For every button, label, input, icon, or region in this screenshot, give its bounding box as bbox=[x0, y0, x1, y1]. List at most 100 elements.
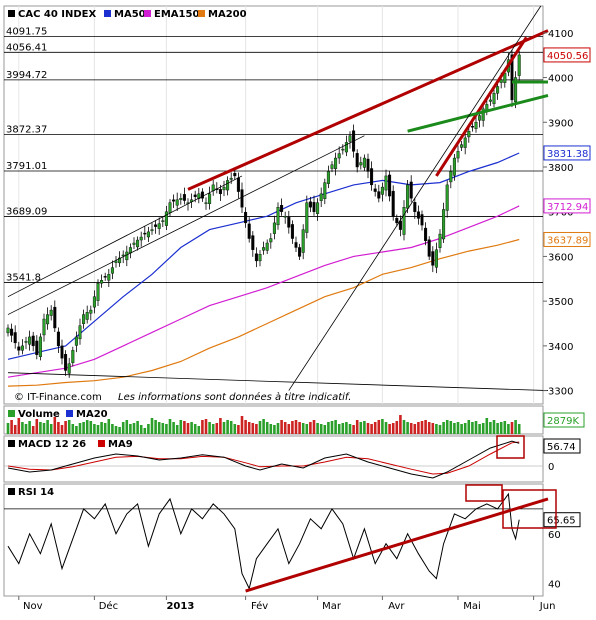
volume-bar-36 bbox=[136, 421, 139, 434]
svg-text:65.65: 65.65 bbox=[547, 516, 576, 527]
volume-bar-8 bbox=[35, 419, 39, 434]
level-label-0: 4091.75 bbox=[6, 27, 47, 38]
trendline-steep-support-red bbox=[435, 36, 528, 177]
volume-bar-23 bbox=[89, 421, 93, 434]
candle-141 bbox=[514, 71, 518, 109]
volume-bar-66 bbox=[244, 420, 247, 434]
volume-bar-138 bbox=[503, 421, 507, 434]
svg-text:3712.94: 3712.94 bbox=[547, 202, 588, 213]
volume-bar-140 bbox=[510, 422, 514, 434]
x-tick-2: 2013 bbox=[166, 601, 194, 612]
candle-42 bbox=[157, 217, 161, 235]
volume-bar-45 bbox=[168, 419, 172, 434]
volume-bar-127 bbox=[463, 423, 467, 434]
volume-bar-17 bbox=[67, 420, 71, 434]
candle-89 bbox=[326, 165, 330, 189]
volume-bar-57 bbox=[211, 424, 215, 434]
candle-85 bbox=[312, 195, 316, 216]
candle-123 bbox=[449, 165, 453, 189]
volume-bar-64 bbox=[237, 425, 240, 434]
candle-31 bbox=[118, 251, 122, 267]
candle-4 bbox=[20, 339, 24, 355]
volume-bar-89 bbox=[327, 422, 330, 434]
candle-84 bbox=[308, 196, 312, 213]
candle-120 bbox=[438, 229, 442, 253]
volume-bar-63 bbox=[233, 424, 237, 434]
volume-bar-112 bbox=[409, 423, 413, 434]
level-label-6: 3541.8 bbox=[6, 272, 41, 283]
candle-15 bbox=[60, 339, 64, 365]
x-tick-3: Fév bbox=[251, 600, 268, 612]
candle-63 bbox=[233, 169, 237, 180]
candle-37 bbox=[139, 231, 143, 247]
candle-113 bbox=[413, 197, 417, 219]
volume-bar-90 bbox=[330, 421, 334, 434]
trendline-upper-channel-red bbox=[187, 29, 549, 191]
volume-bar-61 bbox=[226, 420, 229, 434]
candle-44 bbox=[164, 205, 168, 231]
candle-74 bbox=[272, 215, 276, 240]
volume-bar-24 bbox=[93, 424, 96, 434]
candle-38 bbox=[143, 225, 147, 240]
candle-130 bbox=[474, 115, 478, 133]
trendline-support-green bbox=[407, 93, 549, 133]
candle-56 bbox=[208, 186, 212, 210]
ma50-line bbox=[7, 152, 520, 360]
candle-125 bbox=[456, 145, 460, 163]
volume-bar-5 bbox=[24, 424, 28, 434]
volume-bar-49 bbox=[183, 421, 186, 434]
volume-bar-113 bbox=[413, 424, 417, 434]
volume-bar-28 bbox=[107, 419, 111, 434]
volume-bar-78 bbox=[287, 424, 291, 434]
candle-43 bbox=[161, 216, 165, 228]
volume-bar-39 bbox=[147, 424, 150, 434]
candle-39 bbox=[146, 226, 150, 242]
price-ytick-8: 4100 bbox=[548, 29, 573, 40]
volume-bar-43 bbox=[161, 423, 165, 434]
volume-bar-116 bbox=[424, 420, 427, 434]
volume-bar-117 bbox=[427, 422, 431, 434]
rsi-legend-item-0: RSI 14 bbox=[8, 487, 54, 498]
price-ytick-0: 3300 bbox=[548, 387, 573, 398]
svg-text:Volume: Volume bbox=[18, 409, 60, 420]
volume-bar-71 bbox=[262, 419, 265, 434]
candle-86 bbox=[316, 198, 320, 221]
candle-119 bbox=[434, 242, 438, 274]
candle-121 bbox=[442, 202, 446, 244]
candle-14 bbox=[56, 327, 60, 354]
volume-bar-122 bbox=[445, 420, 449, 434]
candle-115 bbox=[420, 210, 424, 231]
svg-text:RSI 14: RSI 14 bbox=[18, 487, 54, 498]
candle-10 bbox=[42, 313, 46, 342]
candle-68 bbox=[251, 231, 255, 257]
candle-126 bbox=[460, 141, 464, 151]
volume-bar-134 bbox=[489, 422, 492, 434]
last-value-0: 4050.56 bbox=[543, 47, 591, 63]
candle-11 bbox=[46, 307, 50, 330]
volume-bar-130 bbox=[474, 421, 478, 434]
volume-bar-69 bbox=[255, 424, 258, 434]
candle-26 bbox=[100, 274, 104, 288]
volume-panel: Volume MA20 2879K bbox=[3, 405, 585, 435]
rsi-ytick-1: 60 bbox=[548, 530, 561, 541]
volume-bar-67 bbox=[247, 422, 251, 434]
candle-1 bbox=[10, 323, 14, 343]
candle-83 bbox=[305, 195, 309, 239]
trendline-long-trend-thin-1 bbox=[7, 135, 365, 315]
candle-67 bbox=[247, 217, 251, 243]
svg-text:MA50: MA50 bbox=[114, 9, 146, 20]
candle-134 bbox=[488, 94, 492, 106]
candle-8 bbox=[35, 335, 39, 360]
candle-122 bbox=[445, 180, 449, 218]
price-ytick-3: 3600 bbox=[548, 252, 573, 263]
volume-bar-109 bbox=[399, 415, 402, 434]
legend-item-3: MA200 bbox=[198, 9, 247, 20]
volume-bar-46 bbox=[172, 422, 175, 434]
candle-99 bbox=[362, 154, 366, 172]
volume-bar-6 bbox=[28, 421, 31, 434]
svg-text:56.74: 56.74 bbox=[547, 442, 576, 453]
candle-103 bbox=[377, 184, 381, 203]
volume-bar-72 bbox=[265, 422, 269, 434]
price-panel: 4091.75 4056.41 3994.72 3872.37 3791.01 3689.… bbox=[3, 5, 591, 405]
x-tick-7: Jun bbox=[539, 601, 556, 612]
